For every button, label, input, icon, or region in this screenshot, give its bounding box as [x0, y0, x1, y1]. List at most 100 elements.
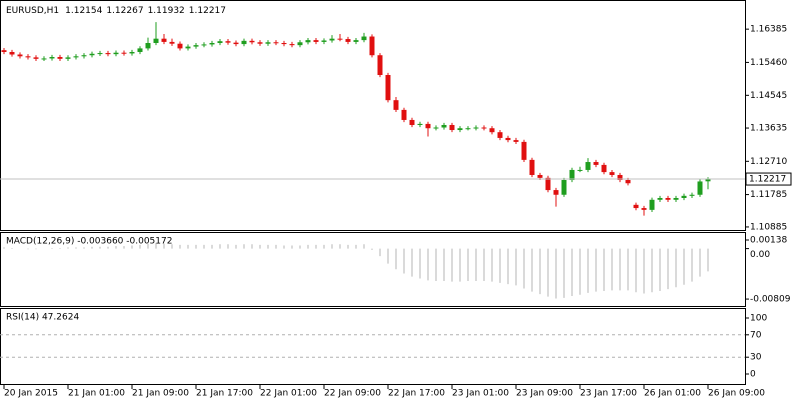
- candle-body: [449, 124, 455, 131]
- x-tick-label: 22 Jan 01:00: [260, 389, 317, 399]
- candle-body: [537, 174, 543, 178]
- candle-body: [281, 42, 287, 45]
- y-tick-label: 0: [750, 370, 756, 380]
- candle-body: [25, 56, 31, 58]
- candle-body: [497, 132, 503, 138]
- y-tick-label: 1.14545: [750, 91, 787, 101]
- candle-body: [177, 43, 183, 49]
- candle-body: [321, 40, 327, 42]
- candle-body: [705, 179, 711, 182]
- candle-body: [545, 177, 551, 191]
- candle-body: [121, 52, 127, 54]
- y-tick-label: 0.00: [750, 250, 770, 260]
- candle-body: [617, 174, 623, 181]
- close-value: 1.12217: [189, 6, 226, 16]
- symbol: EURUSD,H1: [6, 6, 59, 16]
- current-price-box: [745, 172, 792, 186]
- y-tick-label: 100: [750, 314, 767, 324]
- candle-body: [305, 40, 311, 43]
- macd-title: MACD(12,26,9) -0.003660 -0.005172: [6, 237, 172, 247]
- candle-body: [601, 164, 607, 173]
- x-tick-label: 21 Jan 09:00: [132, 389, 189, 399]
- candle-body: [9, 51, 15, 55]
- candle-body: [265, 42, 271, 44]
- candle-body: [417, 123, 423, 125]
- candle-body: [521, 141, 527, 160]
- candle-body: [649, 199, 655, 210]
- candle-body: [345, 39, 351, 42]
- current-price-label: 1.12217: [749, 175, 786, 185]
- candle-body: [297, 42, 303, 46]
- candle-body: [193, 45, 199, 47]
- x-tick-label: 22 Jan 17:00: [388, 389, 445, 399]
- candle-body: [129, 51, 135, 54]
- candle-body: [633, 204, 639, 209]
- candle-body: [57, 57, 63, 59]
- x-tick-label: 21 Jan 01:00: [68, 389, 125, 399]
- x-tick-label: 23 Jan 01:00: [452, 389, 509, 399]
- y-tick-label: 1.13635: [750, 124, 787, 134]
- x-tick-label: 26 Jan 01:00: [644, 389, 701, 399]
- candle-body: [329, 38, 335, 41]
- candle-body: [17, 54, 23, 57]
- candle-body: [313, 40, 319, 42]
- candle-body: [353, 40, 359, 42]
- candle-body: [73, 56, 79, 58]
- high-value: 1.12267: [106, 6, 143, 16]
- candle-body: [665, 197, 671, 200]
- chart-title: EURUSD,H1 1.12154 1.12267 1.11932 1.12217: [6, 6, 226, 16]
- candle-body: [257, 42, 263, 44]
- candle-body: [401, 109, 407, 120]
- candle-body: [201, 44, 207, 46]
- x-tick-label: 22 Jan 09:00: [324, 389, 381, 399]
- candle-body: [249, 40, 255, 43]
- open-value: 1.12154: [65, 6, 102, 16]
- candle-body: [105, 53, 111, 55]
- candle-body: [137, 48, 143, 52]
- candle-body: [49, 57, 55, 59]
- candle-body: [33, 57, 39, 59]
- candle-body: [161, 38, 167, 42]
- x-tick-label: 26 Jan 09:00: [708, 389, 765, 399]
- candle-body: [113, 52, 119, 55]
- candle-body: [41, 58, 47, 60]
- candle-body: [481, 127, 487, 129]
- candle-body: [673, 197, 679, 200]
- candle-body: [441, 124, 447, 128]
- y-tick-label: 0.00138: [750, 235, 787, 245]
- y-tick-label: 1.10885: [750, 222, 787, 232]
- candle-body: [81, 55, 87, 57]
- candle-body: [425, 123, 431, 129]
- low-value: 1.11932: [148, 6, 185, 16]
- y-tick-label: 70: [750, 330, 762, 340]
- candle-body: [569, 169, 575, 181]
- candle-body: [433, 127, 439, 129]
- candle-body: [337, 38, 343, 40]
- candle-body: [393, 100, 399, 110]
- candle-body: [641, 208, 647, 210]
- y-tick-label: 1.11785: [750, 190, 787, 200]
- candle-body: [185, 46, 191, 49]
- candle-body: [385, 75, 391, 101]
- candle-body: [369, 36, 375, 56]
- candle-body: [625, 180, 631, 184]
- candle-body: [553, 190, 559, 195]
- candle-body: [689, 194, 695, 196]
- candle-body: [361, 36, 367, 41]
- candle-body: [697, 181, 703, 195]
- candle-body: [529, 159, 535, 175]
- candle-body: [97, 53, 103, 55]
- candle-body: [505, 137, 511, 141]
- candle-body: [489, 128, 495, 133]
- candle-body: [169, 41, 175, 44]
- y-tick-label: 1.16385: [750, 25, 787, 35]
- candle-body: [561, 180, 567, 195]
- candle-body: [377, 55, 383, 76]
- candle-body: [465, 128, 471, 130]
- candle-body: [289, 44, 295, 46]
- candle-body: [657, 197, 663, 200]
- candle-body: [225, 41, 231, 43]
- candle-body: [241, 40, 247, 45]
- candle-body: [273, 42, 279, 44]
